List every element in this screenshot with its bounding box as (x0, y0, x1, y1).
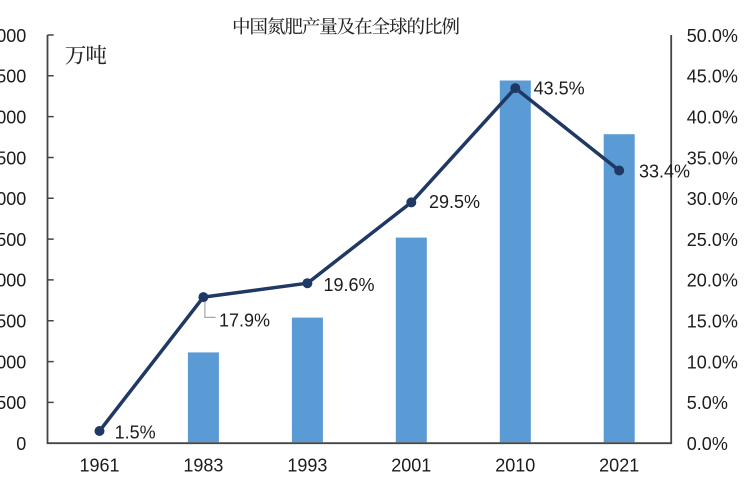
svg-text:2,500: 2,500 (0, 230, 26, 250)
svg-text:35.0%: 35.0% (687, 148, 738, 168)
svg-text:0: 0 (16, 434, 26, 454)
svg-text:19.6%: 19.6% (324, 275, 375, 295)
svg-text:17.9%: 17.9% (219, 310, 270, 330)
svg-text:2001: 2001 (391, 456, 431, 476)
svg-text:1983: 1983 (183, 456, 223, 476)
svg-text:45.0%: 45.0% (687, 67, 738, 87)
svg-text:0.0%: 0.0% (687, 434, 728, 454)
svg-text:5.0%: 5.0% (687, 393, 728, 413)
svg-text:3,500: 3,500 (0, 148, 26, 168)
svg-text:15.0%: 15.0% (687, 312, 738, 332)
svg-text:1961: 1961 (79, 456, 119, 476)
svg-text:30.0%: 30.0% (687, 189, 738, 209)
svg-text:50.0%: 50.0% (687, 26, 738, 46)
svg-text:20.0%: 20.0% (687, 271, 738, 291)
svg-text:2,000: 2,000 (0, 271, 26, 291)
svg-text:29.5%: 29.5% (429, 192, 480, 212)
svg-text:40.0%: 40.0% (687, 107, 738, 127)
svg-text:1.5%: 1.5% (115, 422, 156, 442)
svg-text:1,500: 1,500 (0, 312, 26, 332)
svg-text:10.0%: 10.0% (687, 352, 738, 372)
svg-text:1993: 1993 (287, 456, 327, 476)
svg-text:3,000: 3,000 (0, 189, 26, 209)
svg-text:25.0%: 25.0% (687, 230, 738, 250)
svg-text:1,000: 1,000 (0, 352, 26, 372)
svg-text:4,000: 4,000 (0, 107, 26, 127)
svg-text:33.4%: 33.4% (639, 162, 690, 182)
svg-text:4,500: 4,500 (0, 67, 26, 87)
svg-text:2021: 2021 (599, 456, 639, 476)
svg-text:43.5%: 43.5% (534, 78, 585, 98)
svg-text:500: 500 (0, 393, 26, 413)
svg-text:5,000: 5,000 (0, 26, 26, 46)
svg-text:2010: 2010 (495, 456, 535, 476)
